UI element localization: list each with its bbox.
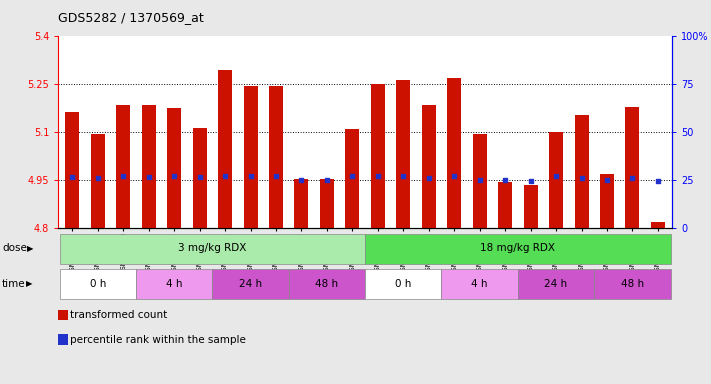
Bar xyxy=(365,269,442,300)
Bar xyxy=(396,80,410,228)
Text: GDS5282 / 1370569_at: GDS5282 / 1370569_at xyxy=(58,12,204,25)
Text: dose: dose xyxy=(2,243,27,253)
Bar xyxy=(116,105,130,228)
Point xyxy=(321,177,333,183)
Bar xyxy=(167,109,181,228)
Point xyxy=(67,174,78,180)
Bar xyxy=(518,269,594,300)
Bar xyxy=(193,127,207,228)
Point xyxy=(449,173,460,179)
Point xyxy=(423,175,434,181)
Bar xyxy=(473,134,486,228)
Bar xyxy=(60,269,136,300)
Bar xyxy=(136,269,213,300)
Text: 0 h: 0 h xyxy=(90,279,106,289)
Bar xyxy=(365,234,670,264)
Bar xyxy=(549,132,563,228)
Point xyxy=(474,177,486,183)
Point xyxy=(550,173,562,179)
Point xyxy=(296,177,307,183)
Text: 24 h: 24 h xyxy=(239,279,262,289)
Bar xyxy=(594,269,670,300)
Bar xyxy=(346,129,359,228)
Bar xyxy=(651,222,665,228)
Bar xyxy=(442,269,518,300)
Point xyxy=(499,177,510,183)
Bar xyxy=(626,107,639,228)
Point xyxy=(194,174,205,180)
Point xyxy=(143,174,154,180)
Bar xyxy=(422,105,436,228)
Text: transformed count: transformed count xyxy=(70,310,168,320)
Bar xyxy=(60,234,365,264)
Point xyxy=(372,173,383,179)
Bar xyxy=(320,179,334,228)
Bar xyxy=(600,174,614,228)
Text: 48 h: 48 h xyxy=(621,279,644,289)
Text: percentile rank within the sample: percentile rank within the sample xyxy=(70,335,246,345)
Bar xyxy=(91,134,105,228)
Bar xyxy=(65,112,80,228)
Bar xyxy=(498,182,512,228)
Text: ▶: ▶ xyxy=(26,279,33,288)
Bar xyxy=(523,185,538,228)
Bar xyxy=(213,269,289,300)
Point xyxy=(117,173,129,179)
Text: 3 mg/kg RDX: 3 mg/kg RDX xyxy=(178,243,247,253)
Point xyxy=(245,173,256,179)
Point xyxy=(169,173,180,179)
Point xyxy=(652,178,663,184)
Bar xyxy=(141,105,156,228)
Point xyxy=(626,175,638,181)
Text: 4 h: 4 h xyxy=(471,279,488,289)
Point xyxy=(92,175,104,181)
Text: 24 h: 24 h xyxy=(545,279,567,289)
Text: 4 h: 4 h xyxy=(166,279,183,289)
Bar xyxy=(574,115,589,228)
Point xyxy=(602,177,613,183)
Point xyxy=(347,173,358,179)
Point xyxy=(220,173,231,179)
Point xyxy=(525,178,536,184)
Point xyxy=(397,173,409,179)
Bar xyxy=(371,84,385,228)
Point xyxy=(270,173,282,179)
Text: 18 mg/kg RDX: 18 mg/kg RDX xyxy=(481,243,555,253)
Text: 0 h: 0 h xyxy=(395,279,412,289)
Text: time: time xyxy=(2,279,26,289)
Bar xyxy=(447,78,461,228)
Bar xyxy=(244,86,257,228)
Point xyxy=(576,175,587,181)
Bar xyxy=(218,70,232,228)
Text: 48 h: 48 h xyxy=(316,279,338,289)
Text: ▶: ▶ xyxy=(27,244,33,253)
Bar xyxy=(294,179,309,228)
Bar xyxy=(269,86,283,228)
Bar xyxy=(289,269,365,300)
